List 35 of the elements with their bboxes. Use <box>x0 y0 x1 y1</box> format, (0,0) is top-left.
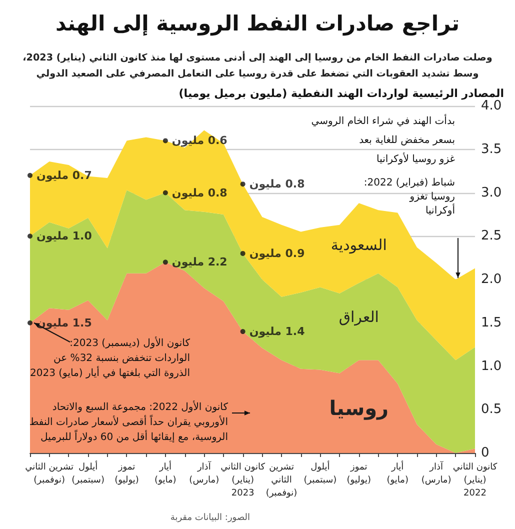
data-label: 0.8 مليون <box>172 186 228 200</box>
annotation: بدأت الهند في شراء الخام الروسي بسعر مخفض للغاية بعد غزو روسيا لأوكرانيا <box>311 114 455 165</box>
y-tick-label: 2.0 <box>481 272 502 287</box>
y-tick-label: 2.5 <box>481 228 502 244</box>
series-label: السعودية <box>330 236 387 254</box>
x-tick-label: تموز (يوليو) <box>114 462 139 486</box>
data-label: 1.0 مليون <box>36 230 92 243</box>
data-label: 2.2 مليون <box>172 256 228 269</box>
x-tick-label: أيار (مايو) <box>386 460 408 486</box>
series-label: العراق <box>338 308 379 326</box>
text: الصور: البيانات مقربة <box>170 513 250 523</box>
y-tick-label: 0 <box>481 446 490 460</box>
chart-title: تراجع صادرات النفط الروسية إلى الهند <box>56 12 460 36</box>
series-label: روسيا <box>329 396 389 420</box>
data-label: 1.4 مليون <box>249 325 306 338</box>
y-tick-label: 0.5 <box>481 402 502 418</box>
y-axis-title: المصادر الرئيسية لواردات الهند النفطية (مليون برميل يوميا) <box>178 87 504 100</box>
data-label: 0.9 مليون <box>249 246 305 260</box>
x-tick-label: آذار (مارس) <box>189 460 220 486</box>
y-tick-label: 4.0 <box>481 98 502 114</box>
data-label: 0.7 مليون <box>36 168 92 182</box>
x-tick-label: آذار (مارس) <box>421 460 452 486</box>
y-tick-label: 1.5 <box>481 315 502 330</box>
y-tick-label: 1.0 <box>481 358 502 374</box>
y-tick-label: 3.5 <box>481 142 502 157</box>
annotation: كانون الأول 2022: مجموعة السبع والاتحاد الأوروبي يقران حداً أقصى لأسعار صادرات النفط الروسية، مع إيقائها أقل من 60 دولاراً للبرميل <box>29 400 228 443</box>
annotation: شباط (فبراير) 2022: روسيا تغزو أوكرانيا <box>364 178 456 216</box>
data-label: 0.8 مليون <box>249 178 305 191</box>
x-tick-label: أيار (مايو) <box>154 460 176 486</box>
y-tick-label: 3.0 <box>481 185 502 200</box>
chart-subtitle: وصلت صادرات النفط الخام من روسيا إلى الهند إلى أدنى مستوى لها منذ كانون الثاني (يناير) 2023، وسط تشديد العقوبات التي تضغط على قدرة روسيا على التعامل المصرفي على الصعيد الدولي <box>22 50 492 80</box>
x-tick-label: أيلول (سبتمبر) <box>304 460 337 486</box>
annotation: كانون الأول (ديسمبر) 2023: الواردات تنخفض بنسبة 32% عن الذروة التي بلغتها في أيار (مايو) 2023 <box>30 336 190 379</box>
x-tick-label: تشرين الثاني (نوفمبر) <box>266 462 298 498</box>
x-tick-label: تموز (يوليو) <box>346 462 372 486</box>
